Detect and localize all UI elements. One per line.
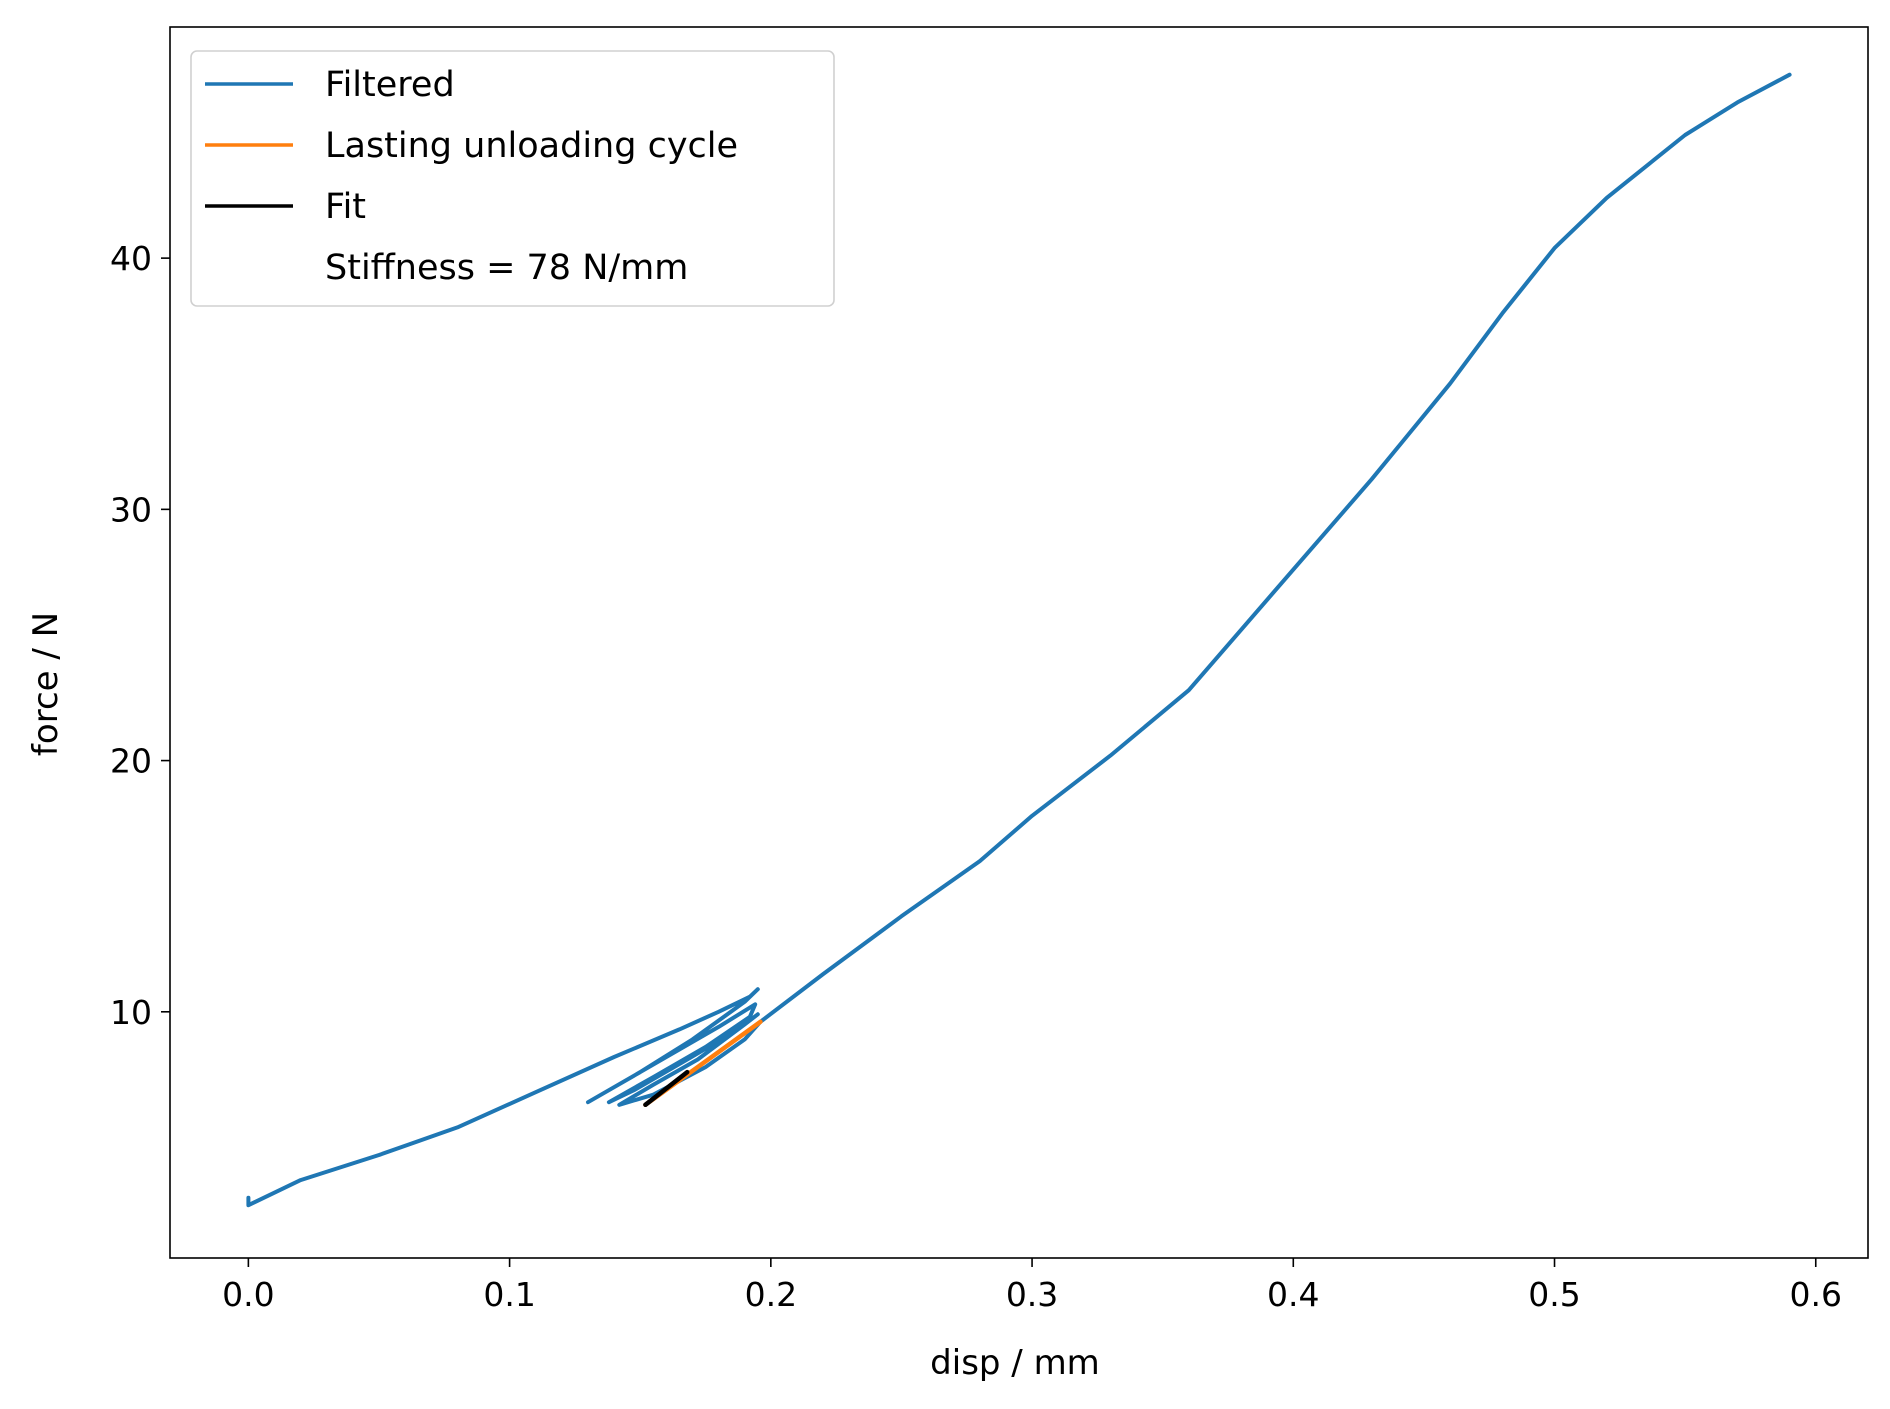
legend-stiffness-note: Stiffness = 78 N/mm [325, 248, 688, 288]
x-tick-label: 0.2 [745, 1275, 797, 1314]
legend-label-fit: Fit [325, 187, 366, 227]
y-axis-label: force / N [26, 612, 66, 756]
series-line-fit [643, 1069, 690, 1108]
x-tick-label: 0.5 [1528, 1275, 1580, 1314]
axes-frame [169, 26, 1869, 1259]
y-tick-label: 40 [110, 239, 152, 278]
x-tick-label: 0.3 [1006, 1275, 1058, 1314]
x-axis-label: disp / mm [930, 1343, 1100, 1383]
x-tick-label: 0.6 [1790, 1275, 1842, 1314]
x-tick-label: 0.0 [222, 1275, 274, 1314]
y-axis-ticks: 10 20 30 40 [110, 239, 170, 1032]
y-tick-label: 10 [110, 993, 152, 1032]
x-tick-label: 0.1 [483, 1275, 535, 1314]
legend: Filtered Lasting unloading cycle Fit Sti… [190, 50, 835, 307]
legend-box [190, 50, 835, 307]
legend-label-unloading: Lasting unloading cycle [325, 126, 738, 166]
plot-lines [246, 72, 1792, 1208]
x-tick-label: 0.4 [1267, 1275, 1319, 1314]
series-line-filtered [246, 72, 1792, 1208]
y-tick-label: 20 [110, 742, 152, 781]
x-axis-ticks: 0.0 0.1 0.2 0.3 0.4 0.5 0.6 [222, 1258, 1842, 1314]
legend-label-filtered: Filtered [325, 65, 455, 105]
y-tick-label: 30 [110, 490, 152, 529]
